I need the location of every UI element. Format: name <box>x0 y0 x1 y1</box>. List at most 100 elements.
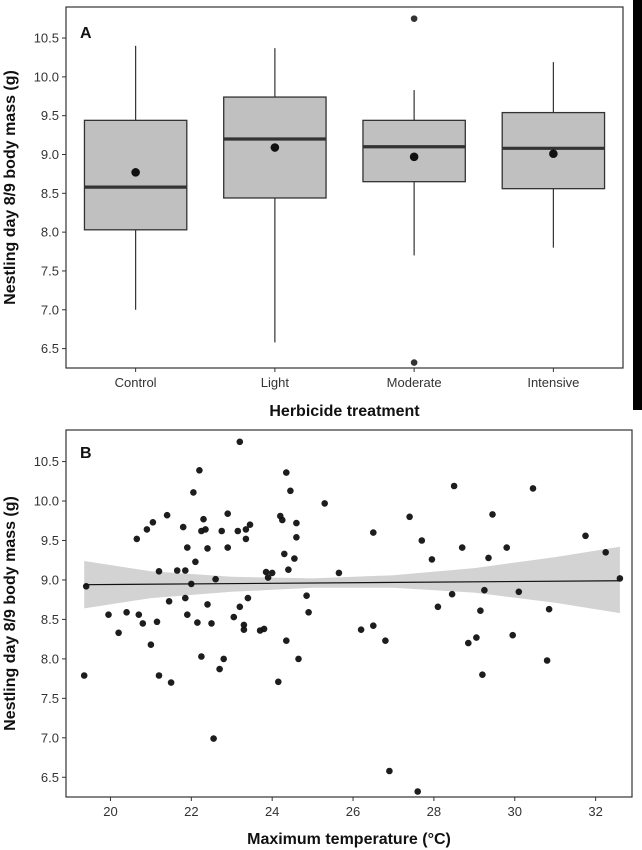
data-point <box>543 657 551 664</box>
data-point <box>196 467 203 474</box>
panel-b-y-axis-title: Nestling day 8/9 body mass (g) <box>2 496 19 731</box>
data-point <box>184 611 191 618</box>
x-tick-label: Intensive <box>527 375 579 390</box>
data-point <box>279 516 286 524</box>
panel-b-points <box>80 438 624 795</box>
x-tick-label: 26 <box>346 804 360 819</box>
y-tick-label: 10.5 <box>34 454 59 469</box>
y-tick-label: 9.5 <box>41 533 59 548</box>
data-point <box>382 637 389 644</box>
data-point <box>515 588 523 596</box>
y-tick-label: 10.0 <box>34 494 59 509</box>
x-tick-label: Moderate <box>387 375 442 390</box>
data-point <box>529 485 537 492</box>
data-point <box>218 527 225 535</box>
panel-a-x-axis-title: Herbicide treatment <box>269 403 420 420</box>
data-point <box>230 613 238 621</box>
panel-a-y-axis: 6.5 7.0 7.5 8.0 8.5 9.0 9.5 10.0 10.5 <box>34 31 66 356</box>
data-point <box>155 672 163 679</box>
data-point <box>295 655 302 663</box>
data-point <box>220 655 227 663</box>
data-point <box>153 618 161 626</box>
data-point <box>204 601 211 608</box>
data-point <box>335 569 343 577</box>
data-point <box>242 535 250 543</box>
data-point <box>82 583 90 590</box>
outlier-point <box>410 359 418 366</box>
data-point <box>240 626 248 633</box>
data-point <box>418 537 426 544</box>
y-tick-label: 8.5 <box>41 612 59 627</box>
data-point <box>224 544 231 551</box>
data-point <box>262 568 270 576</box>
data-point <box>184 544 191 551</box>
data-point <box>208 620 215 627</box>
y-tick-label: 7.5 <box>41 263 59 278</box>
panel-b-x-axis: 20 22 24 26 28 30 32 <box>103 797 603 819</box>
data-point <box>293 534 300 541</box>
panel-a-y-axis-title: Nestling day 8/9 body mass (g) <box>2 70 19 305</box>
data-point <box>105 611 112 618</box>
data-point <box>414 788 422 795</box>
data-point <box>260 625 268 633</box>
data-point <box>147 641 155 648</box>
data-point <box>485 554 492 562</box>
data-point <box>182 567 189 574</box>
x-tick-label: 24 <box>265 804 279 819</box>
data-point <box>204 545 211 552</box>
iqr-box <box>362 119 466 183</box>
y-tick-label: 8.0 <box>41 225 59 240</box>
data-point <box>224 510 231 517</box>
panel-a-label: A <box>80 25 92 42</box>
data-point <box>458 544 466 551</box>
data-point <box>434 603 442 611</box>
data-point <box>602 549 609 556</box>
data-point <box>305 609 312 616</box>
data-point <box>202 526 209 533</box>
data-point <box>115 629 122 637</box>
data-point <box>80 672 88 679</box>
data-point <box>139 620 147 627</box>
data-point <box>123 609 130 616</box>
mean-point <box>409 152 419 162</box>
data-point <box>465 639 472 647</box>
confidence-band <box>84 546 620 614</box>
data-point <box>173 567 181 574</box>
data-point <box>133 535 141 543</box>
x-tick-label: Control <box>115 375 157 390</box>
y-tick-label: 7.0 <box>41 302 59 317</box>
outlier-point <box>410 15 418 22</box>
data-point <box>268 569 276 577</box>
data-point <box>246 521 254 528</box>
data-point <box>188 580 195 588</box>
y-tick-label: 9.0 <box>41 147 59 162</box>
panel-b-frame <box>65 429 633 798</box>
data-point <box>143 526 151 533</box>
data-point <box>240 621 248 629</box>
right-edge-bar <box>633 0 642 410</box>
data-point <box>167 679 175 686</box>
data-point <box>149 519 157 526</box>
data-point <box>582 532 589 540</box>
data-point <box>210 735 217 742</box>
box-moderate <box>362 15 466 366</box>
data-point <box>283 637 290 644</box>
data-point <box>287 487 294 495</box>
data-point <box>489 511 496 518</box>
box-control <box>83 45 188 310</box>
panel-b-scatter: 6.5 7.0 7.5 8.0 8.5 9.0 9.5 10.0 10.5 20 22 24 26 28… <box>2 429 633 848</box>
data-point <box>236 603 244 611</box>
y-tick-label: 10.0 <box>34 69 59 84</box>
data-point <box>428 556 436 563</box>
data-point <box>281 550 288 558</box>
mean-point <box>131 168 140 177</box>
data-point <box>321 500 329 507</box>
data-point <box>155 568 163 575</box>
data-point <box>291 555 298 562</box>
data-point <box>293 519 300 527</box>
panel-b-y-axis: 6.5 7.0 7.5 8.0 8.5 9.0 9.5 10.0 10.5 <box>34 454 66 785</box>
y-tick-label: 7.5 <box>41 691 59 706</box>
x-tick-label: 28 <box>427 804 441 819</box>
data-point <box>545 605 553 613</box>
panel-b-label: B <box>80 445 92 462</box>
